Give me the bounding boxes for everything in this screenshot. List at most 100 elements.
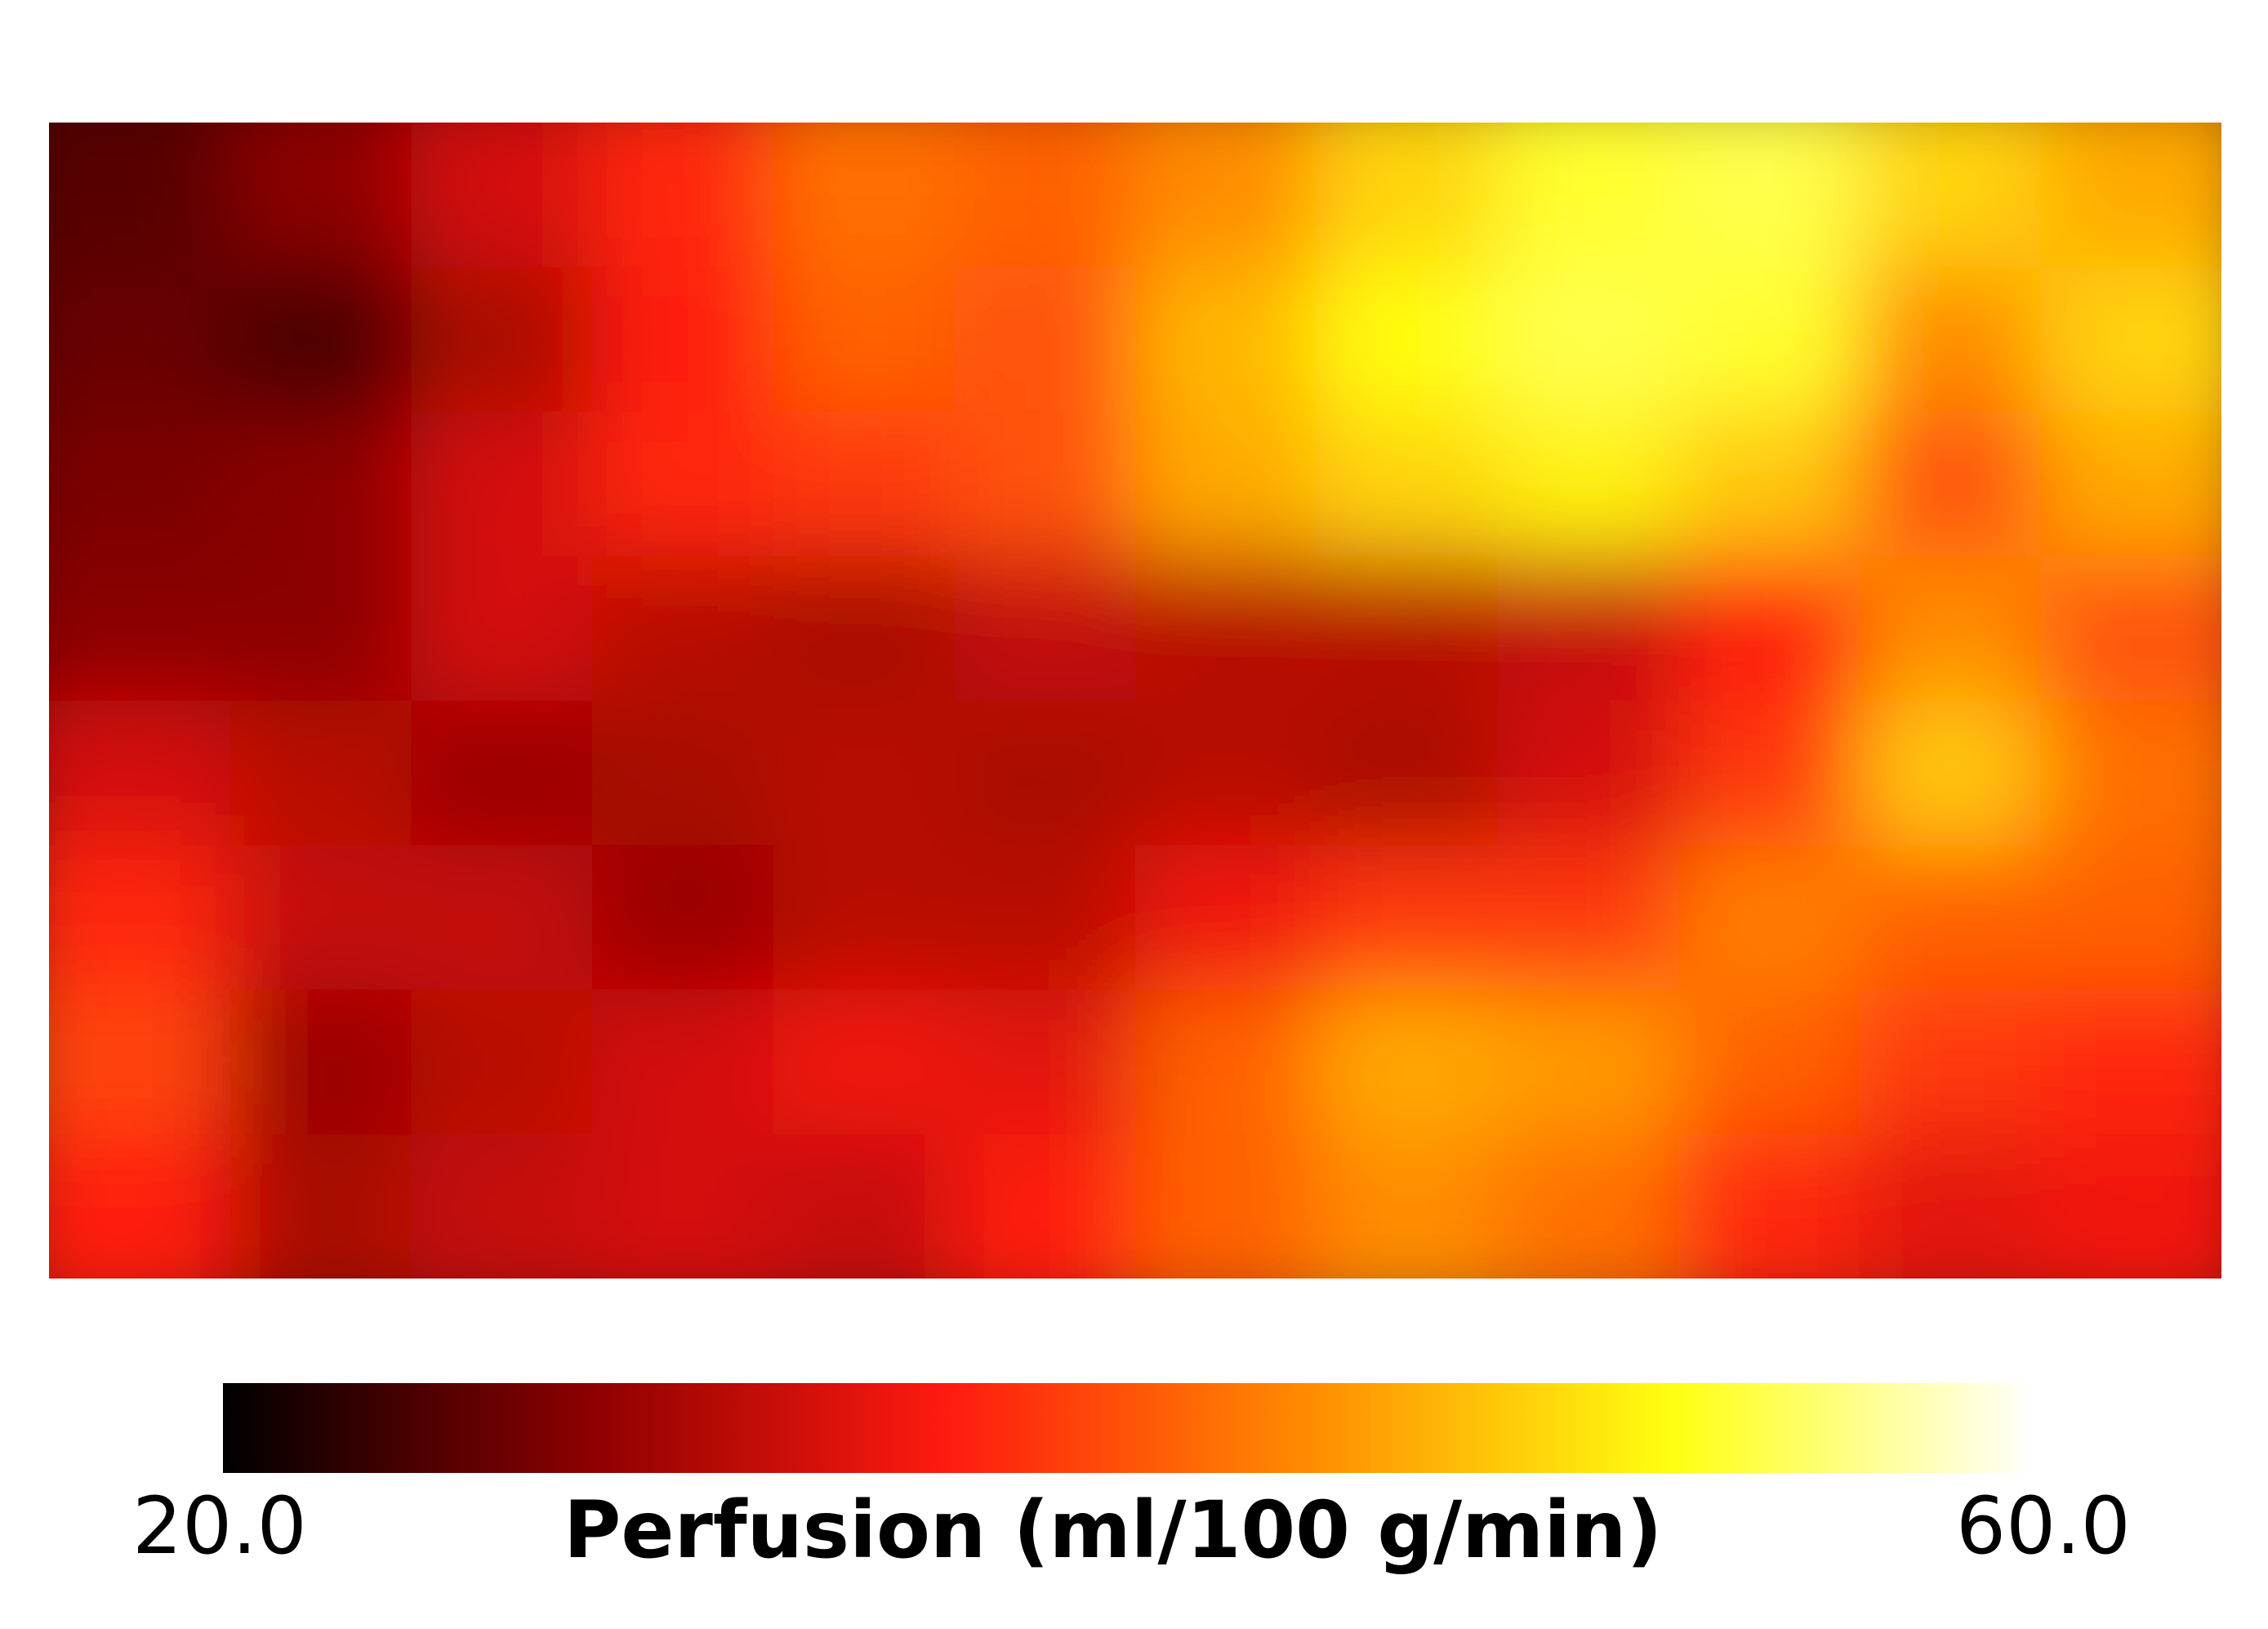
heatmap-cell — [2040, 123, 2221, 268]
heatmap-cell — [229, 989, 412, 1136]
heatmap-cell — [229, 700, 412, 846]
heatmap-cell — [2040, 989, 2221, 1136]
heatmap-cell — [1316, 845, 1499, 991]
colorbar — [223, 1383, 2034, 1473]
heatmap-cell — [954, 411, 1136, 557]
heatmap-cell — [1678, 556, 1860, 702]
heatmap-cell — [2040, 266, 2221, 413]
heatmap-cell — [229, 411, 412, 557]
heatmap-cell — [2040, 411, 2221, 557]
heatmap-cell — [49, 266, 231, 413]
heatmap-cell — [411, 1134, 593, 1279]
heatmap-cell — [1859, 1134, 2042, 1279]
heatmap-cell — [592, 411, 774, 557]
heatmap-cell — [229, 845, 412, 991]
heatmap-cell — [1497, 989, 1679, 1136]
heatmap-cell — [773, 1134, 956, 1279]
heatmap-cell — [1135, 700, 1317, 846]
heatmap-cell — [1316, 411, 1499, 557]
heatmap-cell — [1135, 989, 1317, 1136]
heatmap-image — [49, 123, 2221, 1279]
colorbar-min-label: 20.0 — [132, 1480, 307, 1572]
heatmap-cell — [1135, 411, 1317, 557]
heatmap-cell — [1497, 266, 1679, 413]
heatmap-cell — [411, 266, 593, 413]
heatmap-cell — [1135, 123, 1317, 268]
heatmap-cell — [954, 845, 1136, 991]
heatmap-cell — [1135, 1134, 1317, 1279]
heatmap-cell — [592, 266, 774, 413]
heatmap-cell — [592, 556, 774, 702]
heatmap-cell — [229, 556, 412, 702]
heatmap-cell — [1316, 700, 1499, 846]
heatmap-cell — [1859, 556, 2042, 702]
heatmap-cell — [1316, 556, 1499, 702]
heatmap-cell — [49, 700, 231, 846]
heatmap-cell — [1678, 266, 1860, 413]
heatmap-cell — [773, 266, 956, 413]
perfusion-heatmap — [49, 123, 2221, 1279]
heatmap-cell — [229, 123, 412, 268]
heatmap-cell — [592, 989, 774, 1136]
heatmap-cell — [1678, 411, 1860, 557]
heatmap-cell — [1859, 989, 2042, 1136]
heatmap-cell — [49, 123, 231, 268]
heatmap-cell — [592, 845, 774, 991]
colorbar-title: Perfusion (ml/100 g/min) — [564, 1484, 1663, 1576]
heatmap-cell — [954, 1134, 1136, 1279]
heatmap-cell — [1678, 845, 1860, 991]
heatmap-cell — [411, 700, 593, 846]
heatmap-cell — [1135, 266, 1317, 413]
heatmap-cell — [954, 989, 1136, 1136]
heatmap-cell — [1316, 123, 1499, 268]
heatmap-cell — [229, 1134, 412, 1279]
heatmap-cell — [49, 989, 231, 1136]
heatmap-cell — [1497, 123, 1679, 268]
heatmap-cell — [1678, 989, 1860, 1136]
heatmap-cell — [49, 845, 231, 991]
heatmap-cell — [773, 556, 956, 702]
heatmap-cell — [773, 411, 956, 557]
heatmap-cell — [592, 1134, 774, 1279]
heatmap-cell — [773, 845, 956, 991]
heatmap-cell — [411, 556, 593, 702]
heatmap-cell — [2040, 556, 2221, 702]
heatmap-cell — [1678, 700, 1860, 846]
heatmap-cell — [1859, 845, 2042, 991]
heatmap-cell — [954, 123, 1136, 268]
heatmap-cell — [1859, 123, 2042, 268]
heatmap-cell — [1497, 556, 1679, 702]
heatmap-cell — [773, 989, 956, 1136]
heatmap-cell — [1316, 266, 1499, 413]
heatmap-cell — [1859, 411, 2042, 557]
heatmap-cell — [954, 700, 1136, 846]
heatmap-cell — [1135, 556, 1317, 702]
heatmap-cell — [411, 123, 593, 268]
heatmap-cell — [2040, 845, 2221, 991]
heatmap-cell — [1678, 1134, 1860, 1279]
heatmap-cell — [2040, 700, 2221, 846]
heatmap-cell — [1859, 266, 2042, 413]
heatmap-cell — [1497, 700, 1679, 846]
heatmap-cell — [1316, 989, 1499, 1136]
heatmap-cell — [411, 845, 593, 991]
heatmap-cell — [773, 700, 956, 846]
heatmap-cell — [1316, 1134, 1499, 1279]
heatmap-cell — [954, 556, 1136, 702]
heatmap-cell — [49, 1134, 231, 1279]
heatmap-cell — [1497, 411, 1679, 557]
colorbar-gradient — [223, 1383, 2034, 1473]
heatmap-cell — [1678, 123, 1860, 268]
heatmap-cell — [411, 411, 593, 557]
heatmap-cell — [1497, 845, 1679, 991]
heatmap-cell — [49, 556, 231, 702]
heatmap-cell — [1497, 1134, 1679, 1279]
heatmap-cell — [1859, 700, 2042, 846]
heatmap-cell — [954, 266, 1136, 413]
heatmap-cell — [1135, 845, 1317, 991]
heatmap-cell — [2040, 1134, 2221, 1279]
heatmap-cell — [411, 989, 593, 1136]
colorbar-max-label: 60.0 — [1956, 1480, 2131, 1572]
heatmap-cell — [49, 411, 231, 557]
heatmap-cell — [592, 700, 774, 846]
